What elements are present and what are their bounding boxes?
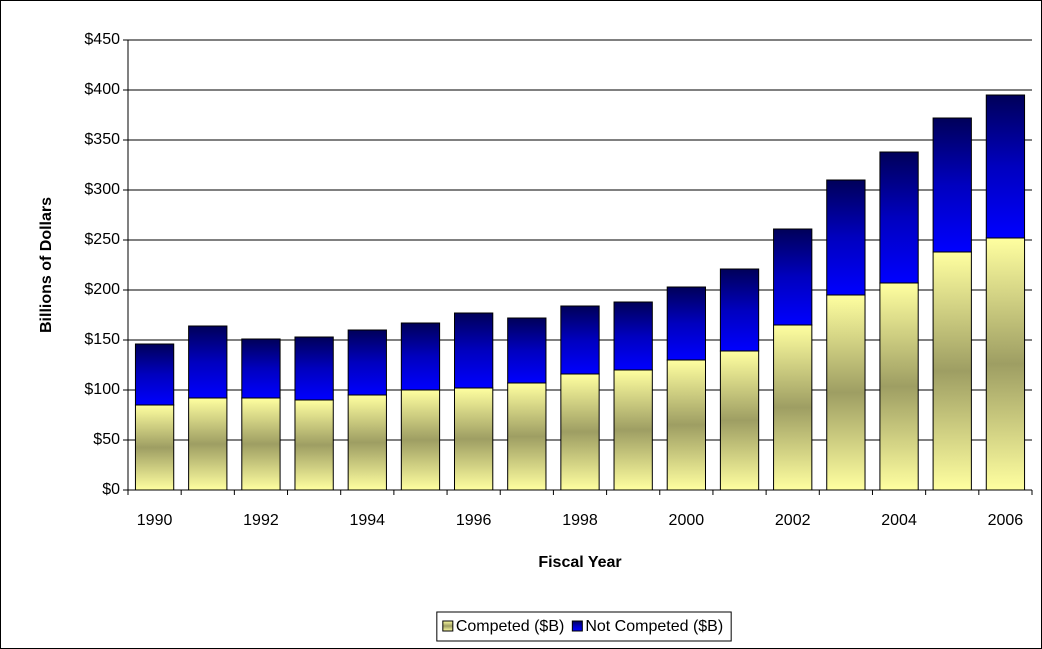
bar-segment <box>241 338 281 399</box>
bar-segment <box>294 336 334 401</box>
bar-segment <box>719 268 760 352</box>
bar-segment <box>294 399 334 491</box>
x-tick-label: 1990 <box>137 512 173 529</box>
bar-segment <box>188 397 228 491</box>
bar-segment <box>241 397 281 491</box>
bar-segment <box>134 404 175 491</box>
bar-segment <box>560 373 600 491</box>
bar-segment <box>400 389 441 491</box>
y-tick-label: $0 <box>102 481 120 498</box>
bar-segment <box>134 343 175 406</box>
x-axis-title: Fiscal Year <box>538 554 621 571</box>
y-tick-label: $350 <box>84 131 120 148</box>
bar-segment <box>347 394 387 491</box>
bar-segment <box>773 228 813 326</box>
y-tick-label: $400 <box>84 81 120 98</box>
bar-segment <box>773 324 813 491</box>
bar-segment <box>560 305 600 375</box>
bar-segment <box>826 294 866 491</box>
bar-segment <box>719 350 760 491</box>
bar-segment <box>507 382 547 491</box>
x-tick-label: 1996 <box>456 512 492 529</box>
bar-segment <box>188 325 228 399</box>
x-tick-label: 1998 <box>562 512 598 529</box>
y-tick-label: $50 <box>93 431 120 448</box>
bar-segment <box>347 329 387 396</box>
bar-segment <box>879 282 919 491</box>
bar-segment <box>879 151 919 284</box>
y-tick-label: $250 <box>84 231 120 248</box>
y-tick-label: $300 <box>84 181 120 198</box>
legend-label: Not Competed ($B) <box>585 618 723 635</box>
y-tick-label: $450 <box>84 31 120 48</box>
x-tick-label: 1994 <box>349 512 385 529</box>
x-tick-label: 2002 <box>775 512 811 529</box>
y-tick-label: $100 <box>84 381 120 398</box>
bar-segment <box>666 286 706 361</box>
bar-segment <box>454 387 494 491</box>
y-tick-label: $200 <box>84 281 120 298</box>
y-axis-title: Billions of Dollars <box>38 197 55 333</box>
x-tick-label: 2004 <box>881 512 917 529</box>
legend-label: Competed ($B) <box>456 618 565 635</box>
x-tick-label: 2000 <box>669 512 705 529</box>
y-tick-label: $150 <box>84 331 120 348</box>
bar-segment <box>666 359 706 491</box>
bar-segment <box>826 179 866 296</box>
bar-segment <box>932 251 972 491</box>
bar-segment <box>985 94 1026 239</box>
bar-segment <box>613 369 653 491</box>
legend-swatch <box>442 620 454 632</box>
bar-segment <box>932 117 972 253</box>
legend-swatch <box>571 620 583 632</box>
bar-segment <box>507 317 547 384</box>
bar-segment <box>454 312 494 389</box>
bar-segment <box>613 301 653 371</box>
bar-segment <box>400 322 441 391</box>
legend <box>436 611 732 642</box>
bar-segment <box>985 237 1026 491</box>
x-tick-label: 1992 <box>243 512 279 529</box>
x-tick-label: 2006 <box>988 512 1024 529</box>
